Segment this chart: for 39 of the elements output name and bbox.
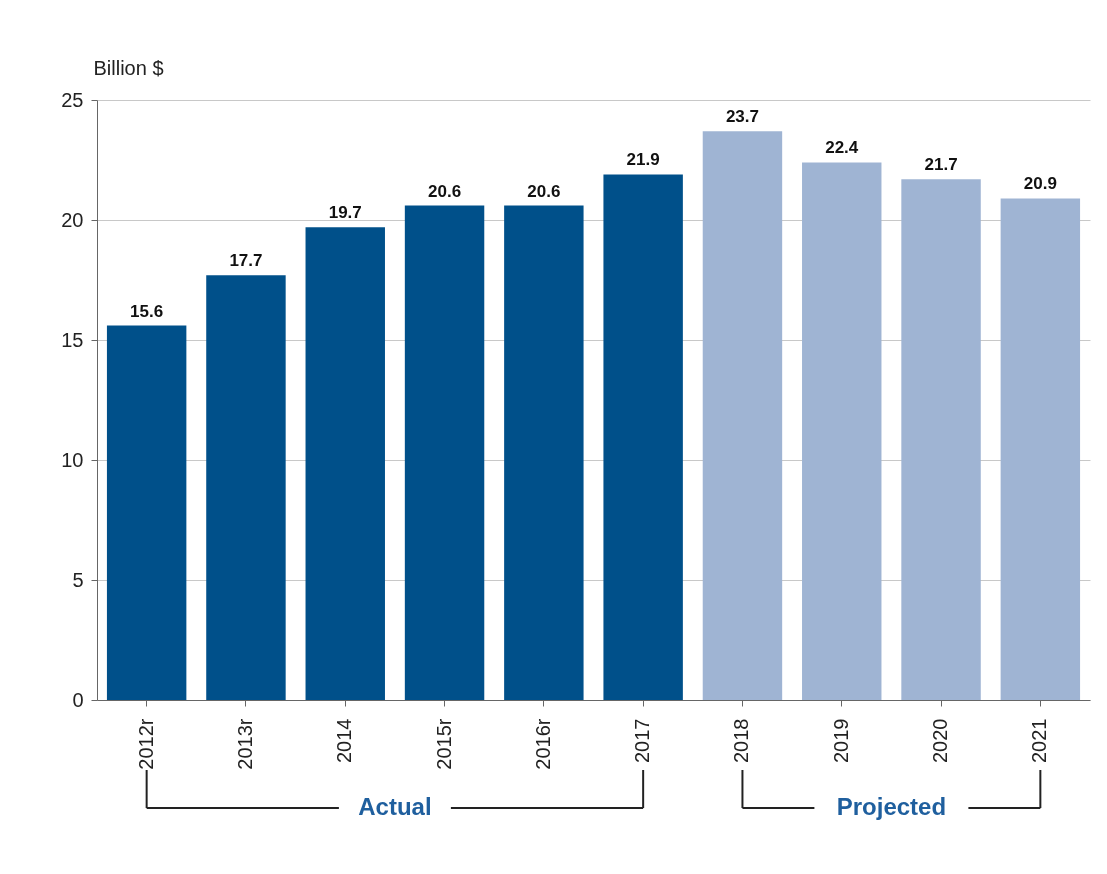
bar — [305, 227, 385, 700]
bar — [901, 179, 981, 700]
y-tick-label: 0 — [72, 688, 84, 711]
data-label: 23.7 — [725, 107, 759, 127]
data-label: 21.9 — [626, 150, 660, 170]
y-tick-label: 25 — [61, 88, 84, 111]
x-tick-label: 2021 — [1028, 718, 1051, 763]
y-tick-label: 15 — [61, 328, 84, 351]
x-tick-label: 2015r — [432, 718, 455, 770]
bar — [1000, 198, 1081, 700]
x-tick-label: 2013r — [233, 718, 256, 770]
bar — [106, 325, 187, 700]
x-tick-label: 2014 — [333, 718, 356, 763]
bar — [206, 275, 286, 700]
x-tick-label: 2019 — [829, 718, 852, 763]
data-label: 20.6 — [527, 181, 561, 201]
data-label: 20.6 — [428, 181, 462, 201]
data-label: 22.4 — [825, 138, 859, 158]
y-tick-label: 10 — [61, 448, 84, 471]
x-tick-label: 2017 — [631, 718, 654, 763]
x-tick-label: 2020 — [929, 718, 952, 763]
y-tick-label: 5 — [72, 568, 84, 591]
data-label: 19.7 — [328, 203, 362, 223]
bar — [603, 174, 683, 700]
y-tick-label: 20 — [61, 208, 84, 231]
data-label: 20.9 — [1023, 174, 1057, 194]
data-label: 15.6 — [130, 301, 164, 321]
data-label: 17.7 — [229, 251, 263, 271]
x-tick-label: 2012r — [134, 718, 157, 770]
x-tick-label: 2018 — [730, 718, 753, 763]
text: Actual — [358, 793, 432, 820]
bar — [504, 205, 584, 700]
bar — [702, 131, 783, 700]
bar — [404, 205, 485, 700]
text: Projected — [836, 793, 947, 820]
bar — [802, 162, 882, 700]
data-label: 21.7 — [924, 155, 958, 175]
x-tick-label: 2016r — [531, 718, 554, 770]
y-axis-title: Billion $ — [93, 56, 164, 79]
